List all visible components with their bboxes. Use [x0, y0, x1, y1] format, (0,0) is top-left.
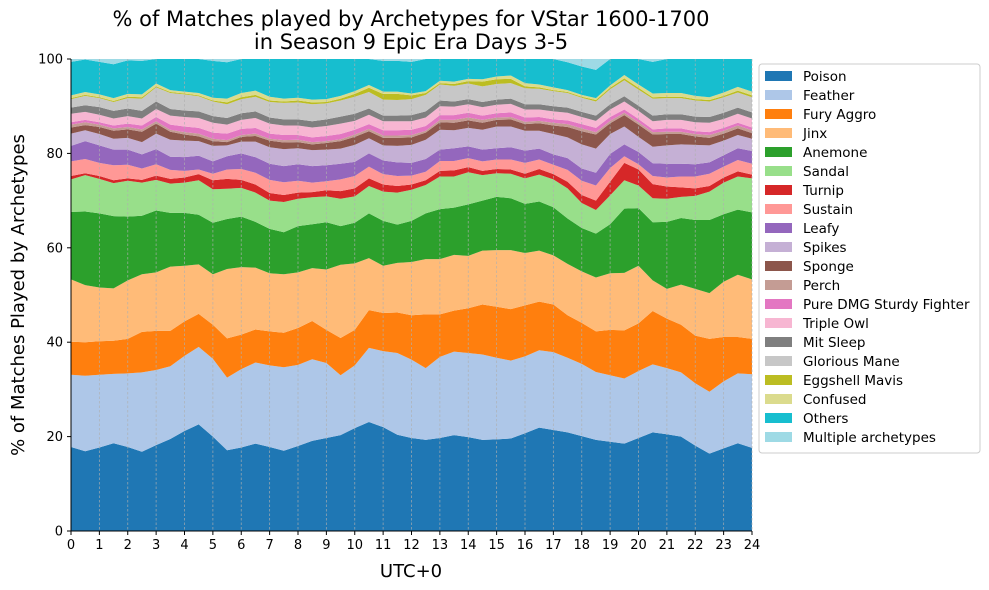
- legend-entry-label: Fury Aggro: [803, 107, 876, 123]
- legend-swatch: [765, 432, 792, 442]
- area-series-19: [71, 59, 752, 70]
- legend-swatch: [765, 280, 792, 290]
- legend-entry-label: Sustain: [803, 202, 853, 218]
- x-tick-label: 3: [152, 538, 160, 553]
- legend-swatch: [765, 242, 792, 252]
- x-tick-label: 24: [744, 538, 761, 553]
- area-series-1: [71, 346, 752, 454]
- legend-entry-label: Sandal: [803, 164, 849, 180]
- area-series-2: [71, 301, 752, 392]
- x-tick-label: 19: [602, 538, 619, 553]
- legend-swatch: [765, 337, 792, 347]
- legend-entry-label: Jinx: [802, 126, 827, 142]
- y-tick-label: 100: [38, 53, 63, 68]
- x-tick-label: 21: [659, 538, 676, 553]
- x-tick-label: 23: [715, 538, 732, 553]
- legend-swatch: [765, 128, 792, 138]
- chart-title: % of Matches played by Archetypes for VS…: [113, 7, 710, 31]
- x-tick-label: 16: [517, 538, 534, 553]
- y-tick-label: 60: [46, 241, 63, 256]
- x-tick-label: 14: [460, 538, 477, 553]
- x-tick-label: 12: [403, 538, 420, 553]
- legend-entry-label: Sponge: [803, 259, 854, 275]
- area-series-3: [71, 250, 752, 343]
- legend-swatch: [765, 299, 792, 309]
- legend-entry-label: Feather: [803, 88, 855, 104]
- legend-entry-label: Turnip: [802, 183, 844, 199]
- x-tick-label: 4: [180, 538, 188, 553]
- x-tick-label: 6: [237, 538, 245, 553]
- legend-entry-label: Poison: [803, 69, 847, 85]
- legend-swatch: [765, 413, 792, 423]
- legend-swatch: [765, 166, 792, 176]
- y-axis-label: % of Matches Played by Archetypes: [8, 134, 29, 456]
- legend: Poison Feather Fury Aggro Jinx Anemone Sandal…: [758, 63, 981, 454]
- area-series-0: [71, 421, 752, 531]
- legend-swatch: [765, 204, 792, 214]
- legend-entry-label: Perch: [803, 278, 840, 294]
- x-tick-label: 22: [687, 538, 704, 553]
- x-tick-label: 11: [375, 538, 392, 553]
- y-tick-label: 0: [55, 525, 63, 540]
- legend-entry-label: Mit Sleep: [803, 335, 865, 351]
- x-tick-label: 15: [488, 538, 505, 553]
- legend-entry-label: Triple Owl: [802, 316, 869, 332]
- x-tick-label: 8: [294, 538, 302, 553]
- chart-subtitle: in Season 9 Epic Era Days 3-5: [254, 30, 568, 54]
- legend-swatch: [765, 356, 792, 366]
- x-tick-label: 18: [573, 538, 590, 553]
- legend-swatch: [765, 223, 792, 233]
- legend-entry-label: Leafy: [803, 221, 839, 237]
- legend-swatch: [765, 261, 792, 271]
- legend-entry-label: Eggshell Mavis: [803, 373, 903, 389]
- legend-entry-label: Others: [803, 411, 848, 427]
- legend-swatch: [765, 90, 792, 100]
- legend-swatch: [765, 318, 792, 328]
- x-tick-label: 13: [432, 538, 449, 553]
- grid-layer: [70, 59, 753, 531]
- x-tick-label: 7: [265, 538, 273, 553]
- legend-swatch: [765, 394, 792, 404]
- y-tick-label: 40: [46, 336, 63, 351]
- x-tick-label: 20: [630, 538, 647, 553]
- legend-entry-label: Anemone: [803, 145, 867, 161]
- legend-entry-label: Confused: [803, 392, 866, 408]
- area-series-12: [71, 109, 752, 143]
- y-tick-label: 20: [46, 430, 63, 445]
- legend-swatch: [765, 147, 792, 157]
- x-tick-label: 17: [545, 538, 562, 553]
- x-tick-label: 9: [322, 538, 330, 553]
- x-tick-label: 10: [346, 538, 363, 553]
- legend-swatch: [765, 185, 792, 195]
- legend-entry-label: Spikes: [803, 240, 847, 256]
- axes-layer: 0 1 2 3 4 5 6 7 8 9 10 11 12 13 14 15 16 17 18 19 20 21 22 23 24…: [38, 53, 760, 554]
- x-axis-label: UTC+0: [380, 561, 442, 582]
- x-tick-label: 1: [95, 538, 103, 553]
- legend-frame: [758, 63, 981, 454]
- legend-swatch: [765, 375, 792, 385]
- legend-entry-label: Glorious Mane: [803, 354, 900, 370]
- x-tick-label: 5: [209, 538, 217, 553]
- area-series-16: [71, 78, 752, 105]
- y-tick-label: 80: [46, 147, 63, 162]
- legend-swatch: [765, 71, 792, 81]
- legend-entry-label: Multiple archetypes: [803, 430, 936, 446]
- x-tick-label: 2: [124, 538, 132, 553]
- x-tick-label: 0: [67, 538, 75, 553]
- legend-swatch: [765, 109, 792, 119]
- legend-entry-label: Pure DMG Sturdy Fighter: [803, 297, 970, 313]
